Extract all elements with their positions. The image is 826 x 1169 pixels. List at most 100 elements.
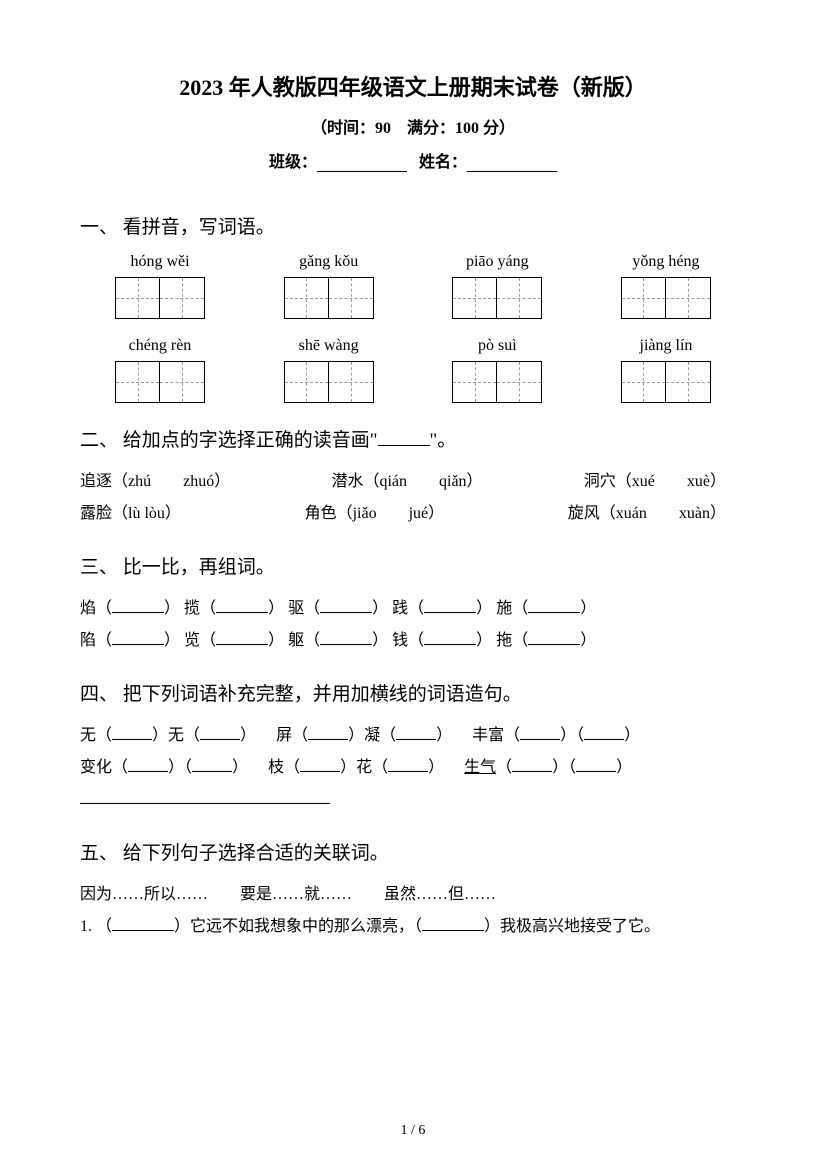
pinyin-label: gǎng kǒu	[259, 253, 399, 271]
q4-text: 屏（	[276, 727, 308, 744]
q4-blank[interactable]	[512, 756, 552, 772]
char-box-row-1	[80, 277, 746, 319]
q5-options: 因为……所以…… 要是……就…… 虽然……但……	[80, 879, 746, 911]
q4-blank[interactable]	[128, 756, 168, 772]
q2-item[interactable]: 旋风（xuán xuàn）	[568, 498, 726, 530]
student-info-line: 班级： 姓名：	[80, 148, 746, 172]
pinyin-row-2: chéng rèn shē wàng pò suì jiàng lín	[80, 337, 746, 355]
q3-blank[interactable]	[424, 629, 476, 645]
char-box-pair[interactable]	[115, 361, 205, 403]
q5-text: 1. （	[80, 918, 112, 935]
pinyin-row-1: hóng wěi gǎng kǒu piāo yáng yǒng héng	[80, 253, 746, 271]
q4-blank[interactable]	[300, 756, 340, 772]
exam-title: 2023 年人教版四年级语文上册期末试卷（新版）	[80, 70, 746, 102]
q4-blank[interactable]	[396, 724, 436, 740]
pinyin-label: jiàng lín	[596, 337, 736, 355]
q3-blank[interactable]	[216, 629, 268, 645]
q4-blank[interactable]	[388, 756, 428, 772]
q2-item[interactable]: 潜水（qián qiǎn）	[331, 466, 482, 498]
q4-text: ）	[240, 727, 256, 744]
q3-char: 钱	[392, 632, 408, 649]
name-blank[interactable]	[467, 154, 557, 172]
section-2-title-pre: 二、 给加点的字选择正确的读音画"	[80, 430, 378, 451]
section-4-title: 四、 把下列词语补充完整，并用加横线的词语造句。	[80, 679, 746, 706]
section-2-title-post: "。	[430, 430, 457, 451]
q4-blank[interactable]	[200, 724, 240, 740]
char-box-row-2	[80, 361, 746, 403]
q4-blank[interactable]	[308, 724, 348, 740]
q2-item[interactable]: 追逐（zhú zhuó）	[80, 466, 230, 498]
q2-item[interactable]: 洞穴（xué xuè）	[584, 466, 726, 498]
char-box-pair[interactable]	[115, 277, 205, 319]
q3-blank[interactable]	[320, 597, 372, 613]
q4-text: ）	[428, 759, 444, 776]
q4-blank[interactable]	[584, 724, 624, 740]
q5-blank[interactable]	[112, 915, 174, 931]
class-label: 班级：	[269, 154, 317, 171]
q5-blank[interactable]	[422, 915, 484, 931]
q4-sentence-line	[80, 784, 746, 816]
q4-blank[interactable]	[112, 724, 152, 740]
pinyin-label: shē wàng	[259, 337, 399, 355]
q3-blank[interactable]	[528, 629, 580, 645]
q5-text: ）它远不如我想象中的那么漂亮，（	[174, 918, 422, 935]
q4-text: ）	[232, 759, 248, 776]
q2-row-2: 露脸（lù lòu） 角色（jiǎo jué） 旋风（xuán xuàn）	[80, 498, 746, 530]
q3-row-1: 焰（） 揽（） 驱（） 践（） 施（）	[80, 593, 746, 625]
q4-text: ）	[624, 727, 640, 744]
char-box-pair[interactable]	[621, 361, 711, 403]
q3-char: 揽	[184, 600, 200, 617]
q4-blank[interactable]	[192, 756, 232, 772]
q4-row-1: 无（）无（） 屏（）凝（） 丰富（）（）	[80, 720, 746, 752]
q3-char: 览	[184, 632, 200, 649]
q4-text: 变化（	[80, 759, 128, 776]
q3-char: 躯	[288, 632, 304, 649]
title-blank	[378, 428, 430, 446]
q5-question-1: 1. （ ）它远不如我想象中的那么漂亮，（ ）我极高兴地接受了它。	[80, 911, 746, 943]
q4-blank[interactable]	[520, 724, 560, 740]
section-2-title: 二、 给加点的字选择正确的读音画" "。	[80, 425, 746, 452]
q3-char: 拖	[496, 632, 512, 649]
exam-subtitle: （时间：90 满分：100 分）	[80, 114, 746, 138]
q4-text: 丰富（	[472, 727, 520, 744]
q5-text: ）我极高兴地接受了它。	[484, 918, 660, 935]
pinyin-label: pò suì	[427, 337, 567, 355]
q3-blank[interactable]	[528, 597, 580, 613]
q4-sentence-blank[interactable]	[80, 788, 330, 804]
q3-char: 陷	[80, 632, 96, 649]
char-box-pair[interactable]	[284, 361, 374, 403]
char-box-pair[interactable]	[452, 277, 542, 319]
q4-text: ）	[436, 727, 452, 744]
q3-char: 践	[392, 600, 408, 617]
class-blank[interactable]	[317, 154, 407, 172]
q4-blank[interactable]	[576, 756, 616, 772]
q3-char: 焰	[80, 600, 96, 617]
page-number: 1 / 6	[0, 1123, 826, 1139]
q2-item[interactable]: 角色（jiǎo jué）	[305, 498, 445, 530]
q3-blank[interactable]	[320, 629, 372, 645]
q3-blank[interactable]	[424, 597, 476, 613]
pinyin-label: piāo yáng	[427, 253, 567, 271]
pinyin-label: chéng rèn	[90, 337, 230, 355]
q3-blank[interactable]	[112, 597, 164, 613]
q4-text: ）花（	[340, 759, 388, 776]
q4-text: ）凝（	[348, 727, 396, 744]
q3-row-2: 陷（） 览（） 躯（） 钱（） 拖（）	[80, 625, 746, 657]
q3-char: 施	[496, 600, 512, 617]
q4-row-2: 变化（）（） 枝（）花（） 生气（）（）	[80, 752, 746, 784]
q4-text: 无（	[80, 727, 112, 744]
char-box-pair[interactable]	[621, 277, 711, 319]
q4-text: 枝（	[268, 759, 300, 776]
section-5-title: 五、 给下列句子选择合适的关联词。	[80, 838, 746, 865]
q3-blank[interactable]	[112, 629, 164, 645]
char-box-pair[interactable]	[284, 277, 374, 319]
q4-text: ）（	[168, 759, 192, 776]
q4-underlined-word: 生气	[464, 759, 496, 776]
char-box-pair[interactable]	[452, 361, 542, 403]
q4-text: ）无（	[152, 727, 200, 744]
q2-row-1: 追逐（zhú zhuó） 潜水（qián qiǎn） 洞穴（xué xuè）	[80, 466, 746, 498]
q2-item[interactable]: 露脸（lù lòu）	[80, 498, 181, 530]
q3-char: 驱	[288, 600, 304, 617]
q3-blank[interactable]	[216, 597, 268, 613]
section-1-title: 一、 看拼音，写词语。	[80, 212, 746, 239]
